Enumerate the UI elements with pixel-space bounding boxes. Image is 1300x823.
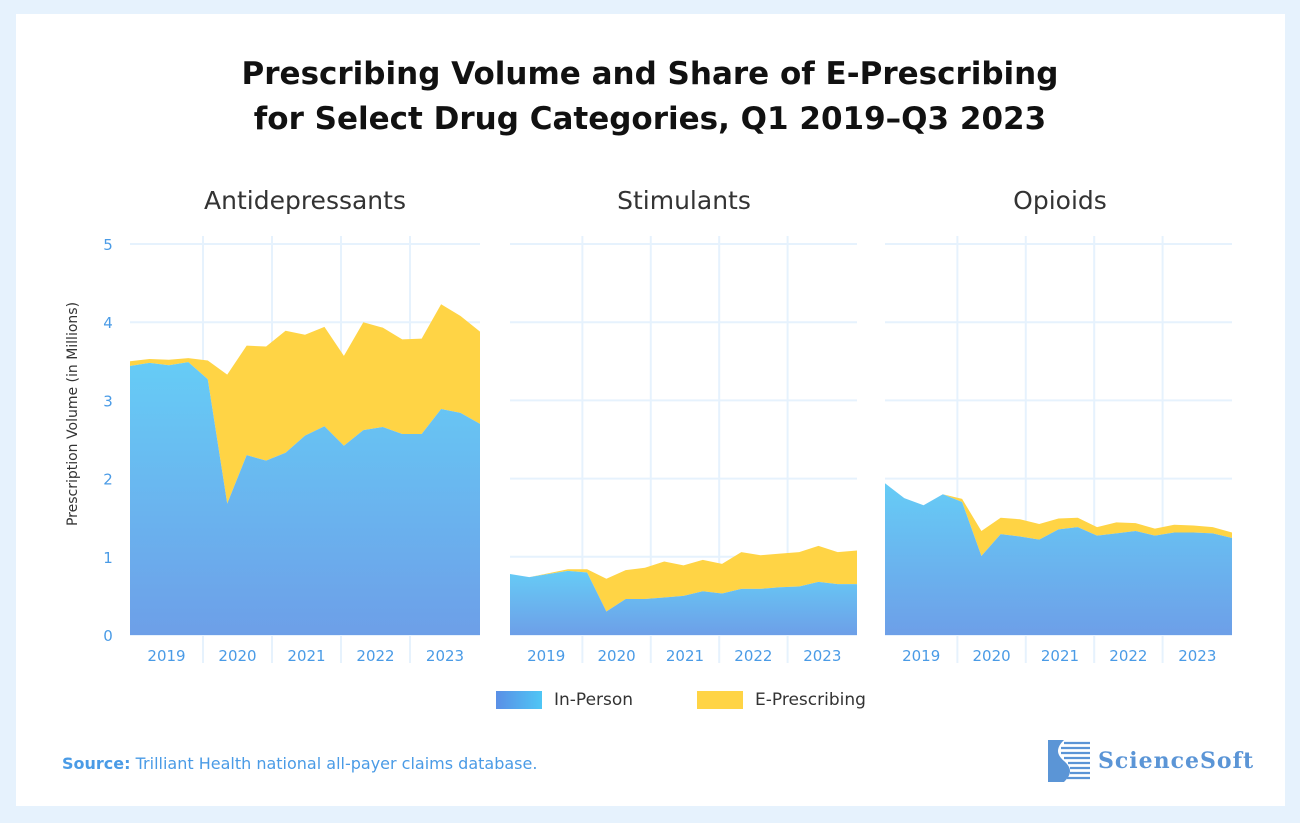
- x-tick-label: 2021: [1041, 647, 1079, 665]
- legend-e-prescribing: E-Prescribing: [697, 690, 866, 710]
- x-tick-label: 2019: [902, 647, 940, 665]
- area-in-person: [885, 483, 1232, 635]
- legend-in-person: In-Person: [496, 690, 633, 710]
- source-text: Trilliant Health national all-payer clai…: [135, 754, 538, 773]
- x-tick-label: 2020: [597, 647, 635, 665]
- source-note: Source: Trilliant Health national all-pa…: [62, 754, 537, 773]
- sciencesoft-logo: ScienceSoft: [1048, 740, 1254, 782]
- x-tick-label: 2019: [147, 647, 185, 665]
- panel-title-opioids: Opioids: [1013, 186, 1107, 215]
- chart-title: Prescribing Volume and Share of E-Prescr…: [0, 52, 1300, 142]
- panel-title-antidepressants: Antidepressants: [204, 186, 406, 215]
- y-tick-label: 1: [103, 549, 113, 567]
- y-tick-label: 0: [103, 627, 113, 645]
- y-tick-label: 4: [103, 314, 113, 332]
- y-tick-label: 5: [103, 236, 113, 254]
- x-tick-label: 2021: [666, 647, 704, 665]
- area-e-prescribing: [130, 304, 480, 504]
- area-e-prescribing: [885, 483, 1232, 557]
- x-tick-label: 2023: [1178, 647, 1216, 665]
- area-in-person: [130, 362, 480, 635]
- area-e-prescribing: [510, 545, 857, 612]
- x-tick-label: 2023: [803, 647, 841, 665]
- legend-label-in-person: In-Person: [554, 690, 634, 710]
- x-tick-label: 2020: [218, 647, 256, 665]
- y-tick-label: 3: [103, 392, 113, 410]
- x-tick-label: 2022: [1109, 647, 1147, 665]
- x-tick-label: 2021: [287, 647, 325, 665]
- x-tick-label: 2023: [426, 647, 464, 665]
- x-tick-label: 2019: [527, 647, 565, 665]
- y-tick-label: 2: [103, 471, 113, 489]
- panel-title-stimulants: Stimulants: [617, 186, 751, 215]
- legend-swatch-e-prescribing: [697, 691, 743, 709]
- x-tick-label: 2022: [356, 647, 394, 665]
- title-line-1: Prescribing Volume and Share of E-Prescr…: [241, 56, 1059, 92]
- source-label: Source:: [62, 754, 131, 773]
- title-line-2: for Select Drug Categories, Q1 2019–Q3 2…: [253, 101, 1047, 137]
- area-in-person: [510, 570, 857, 635]
- x-tick-label: 2022: [734, 647, 772, 665]
- x-tick-label: 2020: [972, 647, 1010, 665]
- legend-swatch-in-person: [496, 691, 542, 709]
- logo-icon: [1048, 740, 1090, 782]
- logo-text: ScienceSoft: [1098, 748, 1255, 774]
- legend-label-e-prescribing: E-Prescribing: [755, 690, 866, 710]
